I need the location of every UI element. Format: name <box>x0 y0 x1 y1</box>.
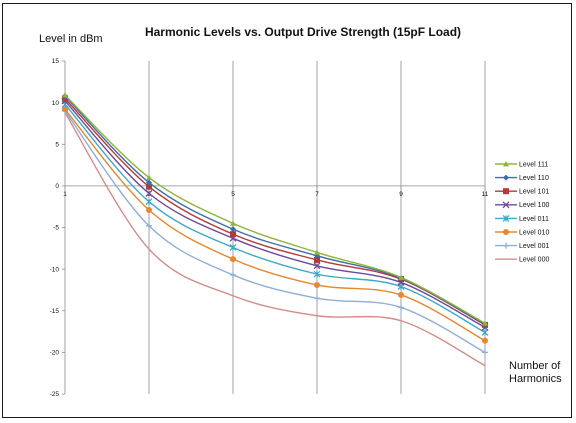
legend-label: Level 000 <box>519 257 549 264</box>
series-level-111 <box>62 92 488 326</box>
legend-label: Level 001 <box>519 243 549 250</box>
y-tick-label: 0 <box>55 183 59 190</box>
x-tick-label: 9 <box>399 191 403 198</box>
chart-svg: Harmonic Levels vs. Output Drive Strengt… <box>39 25 563 398</box>
grid-layer <box>148 61 486 394</box>
series-level-100 <box>61 97 489 331</box>
legend-item-level-101: Level 101 <box>495 188 549 196</box>
data-point <box>146 207 152 214</box>
x-axis-label-line-2: Harmonics <box>509 373 562 385</box>
series-line <box>64 97 486 326</box>
data-point <box>398 291 404 298</box>
legend-swatch-marker <box>503 188 509 195</box>
series-level-110 <box>62 92 488 328</box>
data-point <box>146 174 152 180</box>
x-axis-label-line-1: Number of <box>509 360 561 372</box>
data-point <box>230 220 236 226</box>
legend-label: Level 010 <box>519 229 549 236</box>
legend-item-level-011: Level 011 <box>495 214 549 223</box>
series-line <box>64 110 486 353</box>
data-point <box>230 256 236 263</box>
series-layer <box>61 92 489 367</box>
data-point <box>145 189 153 197</box>
legend-label: Level 101 <box>519 189 549 196</box>
legend-item-level-110: Level 110 <box>495 174 549 182</box>
data-point <box>62 106 68 113</box>
legend-swatch-marker <box>502 201 510 209</box>
series-line <box>64 108 486 342</box>
y-tick-label: -20 <box>50 350 60 357</box>
legend-label: Level 111 <box>519 161 548 168</box>
series-level-000 <box>64 112 486 367</box>
legend-swatch-marker <box>503 229 509 235</box>
data-point <box>229 244 237 251</box>
y-tick-label: 15 <box>52 58 60 65</box>
legend-label: Level 011 <box>519 216 549 223</box>
series-level-011 <box>61 100 489 336</box>
data-point <box>230 271 236 278</box>
data-point <box>62 92 68 98</box>
y-tick-label: 5 <box>55 141 59 148</box>
x-tick-label: 11 <box>482 191 489 198</box>
data-point <box>230 226 236 233</box>
x-tick-label: 7 <box>315 191 319 198</box>
y-tick-label: -10 <box>50 266 60 273</box>
data-point <box>398 274 404 280</box>
data-point <box>481 328 489 336</box>
y-axis-label: Level in dBm <box>39 33 103 45</box>
series-level-010 <box>62 106 488 344</box>
data-point <box>146 183 152 190</box>
legend-label: Level 110 <box>519 175 549 182</box>
data-point <box>482 337 488 344</box>
y-tick-label: 10 <box>52 100 60 107</box>
x-axis-label: Number of Harmonics <box>509 360 563 385</box>
data-point <box>146 179 152 186</box>
chart-frame: Harmonic Levels vs. Output Drive Strengt… <box>2 3 572 418</box>
x-tick-label: 1 <box>63 191 67 198</box>
legend-item-level-001: Level 001 <box>495 242 549 250</box>
legend: Level 111 Level 110 Level 101 Level 100 Leve… <box>495 161 549 264</box>
data-point <box>313 270 321 278</box>
data-point <box>482 320 488 326</box>
legend-item-level-000: Level 000 <box>495 257 549 264</box>
data-point <box>398 304 404 311</box>
data-point <box>482 349 488 356</box>
series-line <box>64 100 486 329</box>
series-level-001 <box>62 107 488 356</box>
y-tick-label: -15 <box>50 308 60 315</box>
x-tick-label: 5 <box>231 191 235 198</box>
legend-swatch-marker <box>503 242 509 249</box>
legend-item-level-100: Level 100 <box>495 201 549 209</box>
data-point <box>146 222 152 229</box>
legend-item-level-111: Level 111 <box>495 161 548 168</box>
y-tick-label: -25 <box>50 391 60 398</box>
series-line <box>64 95 486 325</box>
series-line <box>64 103 486 334</box>
legend-item-level-010: Level 010 <box>495 229 549 236</box>
legend-swatch-marker <box>502 214 510 222</box>
data-point <box>314 281 320 288</box>
data-point <box>314 249 320 255</box>
legend-label: Level 100 <box>519 202 549 209</box>
legend-swatch-marker <box>503 161 509 167</box>
series-line <box>64 94 486 324</box>
series-line <box>64 112 486 367</box>
chart-title: Harmonic Levels vs. Output Drive Strengt… <box>145 25 461 39</box>
data-point <box>145 198 153 206</box>
data-point <box>313 262 321 270</box>
y-tick-label: -5 <box>53 225 59 232</box>
data-point <box>314 256 320 263</box>
legend-swatch-marker <box>503 174 509 181</box>
data-point <box>314 295 320 302</box>
data-point <box>230 231 236 238</box>
